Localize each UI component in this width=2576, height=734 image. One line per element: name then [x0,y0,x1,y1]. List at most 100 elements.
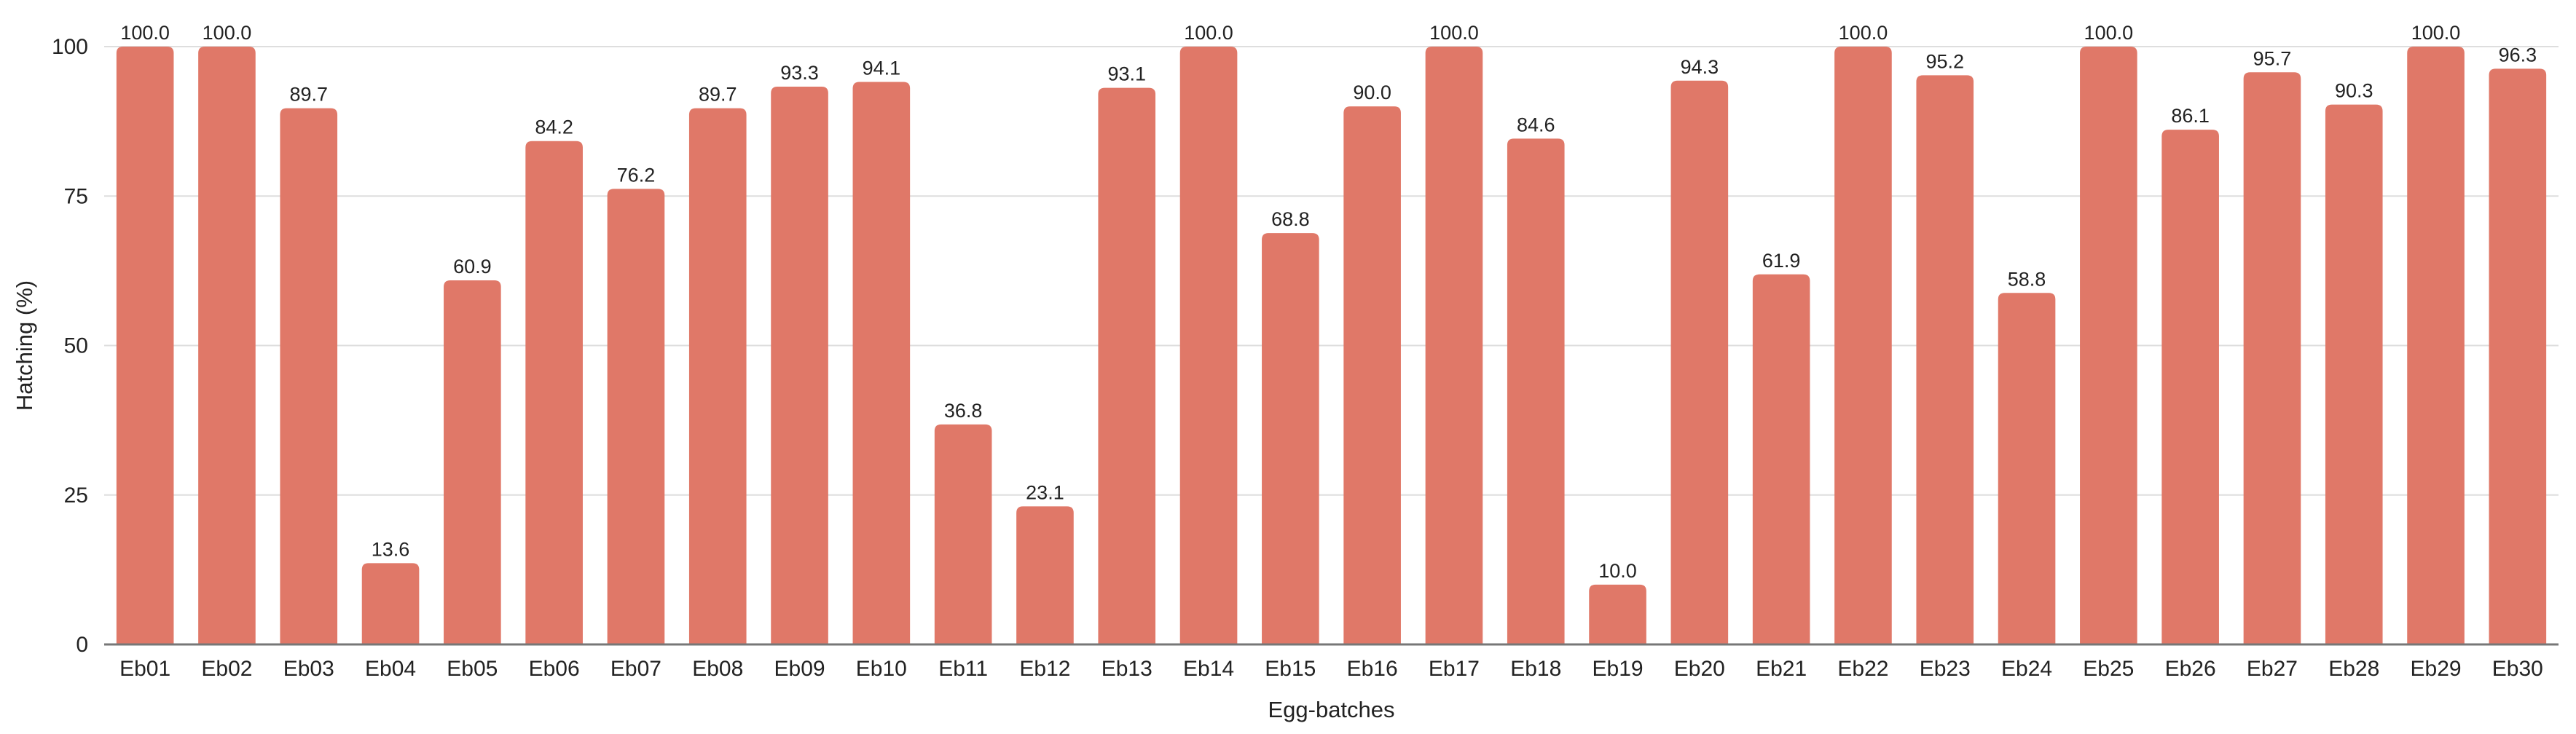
x-tick-label: Eb30 [2492,657,2543,681]
data-label: 84.6 [1517,114,1555,135]
x-tick-label: Eb16 [1347,657,1398,681]
bar-eb11 [934,424,992,644]
x-tick-label: Eb24 [2001,657,2052,681]
x-tick-label: Eb01 [119,657,170,681]
data-label: 86.1 [2171,105,2210,127]
bar-eb06 [525,141,583,644]
x-tick-label: Eb15 [1265,657,1316,681]
bar-eb07 [607,189,665,644]
bar-eb05 [444,280,501,644]
y-axis-title: Hatching (%) [12,280,37,411]
data-label: 58.8 [2008,268,2046,290]
data-label: 61.9 [1762,250,1801,272]
data-label: 100.0 [1429,22,1479,44]
x-tick-label: Eb14 [1183,657,1234,681]
data-label: 23.1 [1026,481,1064,503]
data-label: 94.3 [1681,56,1719,78]
data-label: 93.1 [1107,63,1146,85]
x-tick-label: Eb26 [2165,657,2216,681]
x-tick-label: Eb10 [856,657,907,681]
x-tick-label: Eb03 [283,657,334,681]
gridlines [104,46,2559,496]
bar-eb20 [1670,80,1729,644]
x-tick-label: Eb04 [365,657,416,681]
x-tick-label: Eb28 [2328,657,2379,681]
y-tick-label: 50 [64,334,88,358]
bar-eb12 [1016,506,1074,644]
x-tick-label: Eb21 [1756,657,1807,681]
x-tick-label: Eb09 [774,657,825,681]
x-tick-label: Eb05 [447,657,498,681]
data-label: 100.0 [1839,22,1888,44]
x-tick-label: Eb07 [610,657,661,681]
data-label: 100.0 [1184,22,1233,44]
x-axis-title: Egg-batches [1268,697,1394,722]
x-tick-label: Eb19 [1593,657,1644,681]
x-tick-label: Eb08 [692,657,743,681]
x-tick-label: Eb13 [1102,657,1152,681]
bar-eb08 [688,108,747,645]
x-tick-label: Eb25 [2083,657,2134,681]
bar-eb15 [1262,233,1319,645]
x-tick-label: Eb02 [201,657,252,681]
data-label: 90.3 [2335,80,2373,102]
y-tick-label: 25 [64,484,88,508]
data-label: 96.3 [2499,44,2537,66]
x-tick-label: Eb22 [1837,657,1888,681]
data-label: 100.0 [2411,22,2461,44]
data-label: 13.6 [372,538,410,560]
bar-eb25 [2080,47,2137,644]
bar-eb23 [1916,75,1974,644]
bar-eb27 [2243,72,2301,645]
data-label: 84.2 [535,117,573,138]
x-tick-label: Eb11 [938,657,988,681]
bar-eb02 [198,47,256,644]
bar-eb21 [1752,274,1810,644]
bar-eb24 [1998,293,2056,644]
data-label: 94.1 [863,57,901,79]
data-label: 100.0 [2084,22,2134,44]
y-tick-label: 100 [52,35,88,59]
bar-eb04 [361,563,420,644]
bar-eb22 [1834,47,1892,644]
bar-eb14 [1179,47,1238,644]
x-tick-label: Eb06 [529,657,580,681]
bar-eb29 [2407,47,2465,644]
x-tick-label: Eb29 [2411,657,2462,681]
bar-eb19 [1589,584,1646,644]
data-label: 10.0 [1598,560,1637,582]
bar-eb09 [771,87,828,644]
data-label: 89.7 [699,84,737,106]
bar-eb16 [1343,106,1401,645]
bar-eb01 [116,47,174,644]
data-label: 90.0 [1353,82,1391,103]
data-label: 100.0 [203,22,252,44]
y-tick-label: 0 [76,633,88,657]
x-tick-label: Eb20 [1674,657,1725,681]
x-tick-label: Eb12 [1019,657,1070,681]
data-label: 89.7 [289,84,328,106]
y-axis-ticks: 0 25 50 75 100 [52,35,88,657]
data-labels: 100.0 100.0 89.7 13.6 60.9 84.2 76.2 89.7 93.3 94… [120,22,2537,582]
bar-eb26 [2161,130,2219,644]
x-axis-ticks: Eb01 Eb02 Eb03 Eb04 Eb05 Eb06 Eb07 Eb08 Eb09 Eb10… [119,657,2543,681]
bar-eb03 [280,108,338,645]
data-label: 100.0 [120,22,170,44]
x-tick-label: Eb17 [1429,657,1480,681]
data-label: 95.2 [1925,50,1964,72]
x-tick-label: Eb18 [1510,657,1561,681]
data-label: 36.8 [944,400,983,422]
bar-eb13 [1098,87,1156,645]
data-label: 95.7 [2253,47,2292,69]
bar-eb17 [1425,47,1483,644]
data-label: 68.8 [1271,208,1310,230]
data-label: 60.9 [453,256,492,277]
bars [116,47,2547,645]
data-label: 93.3 [780,62,819,84]
x-tick-label: Eb27 [2247,657,2298,681]
data-label: 76.2 [617,164,656,186]
bar-eb28 [2325,104,2383,645]
x-tick-label: Eb23 [1920,657,1971,681]
bar-eb30 [2489,68,2547,644]
